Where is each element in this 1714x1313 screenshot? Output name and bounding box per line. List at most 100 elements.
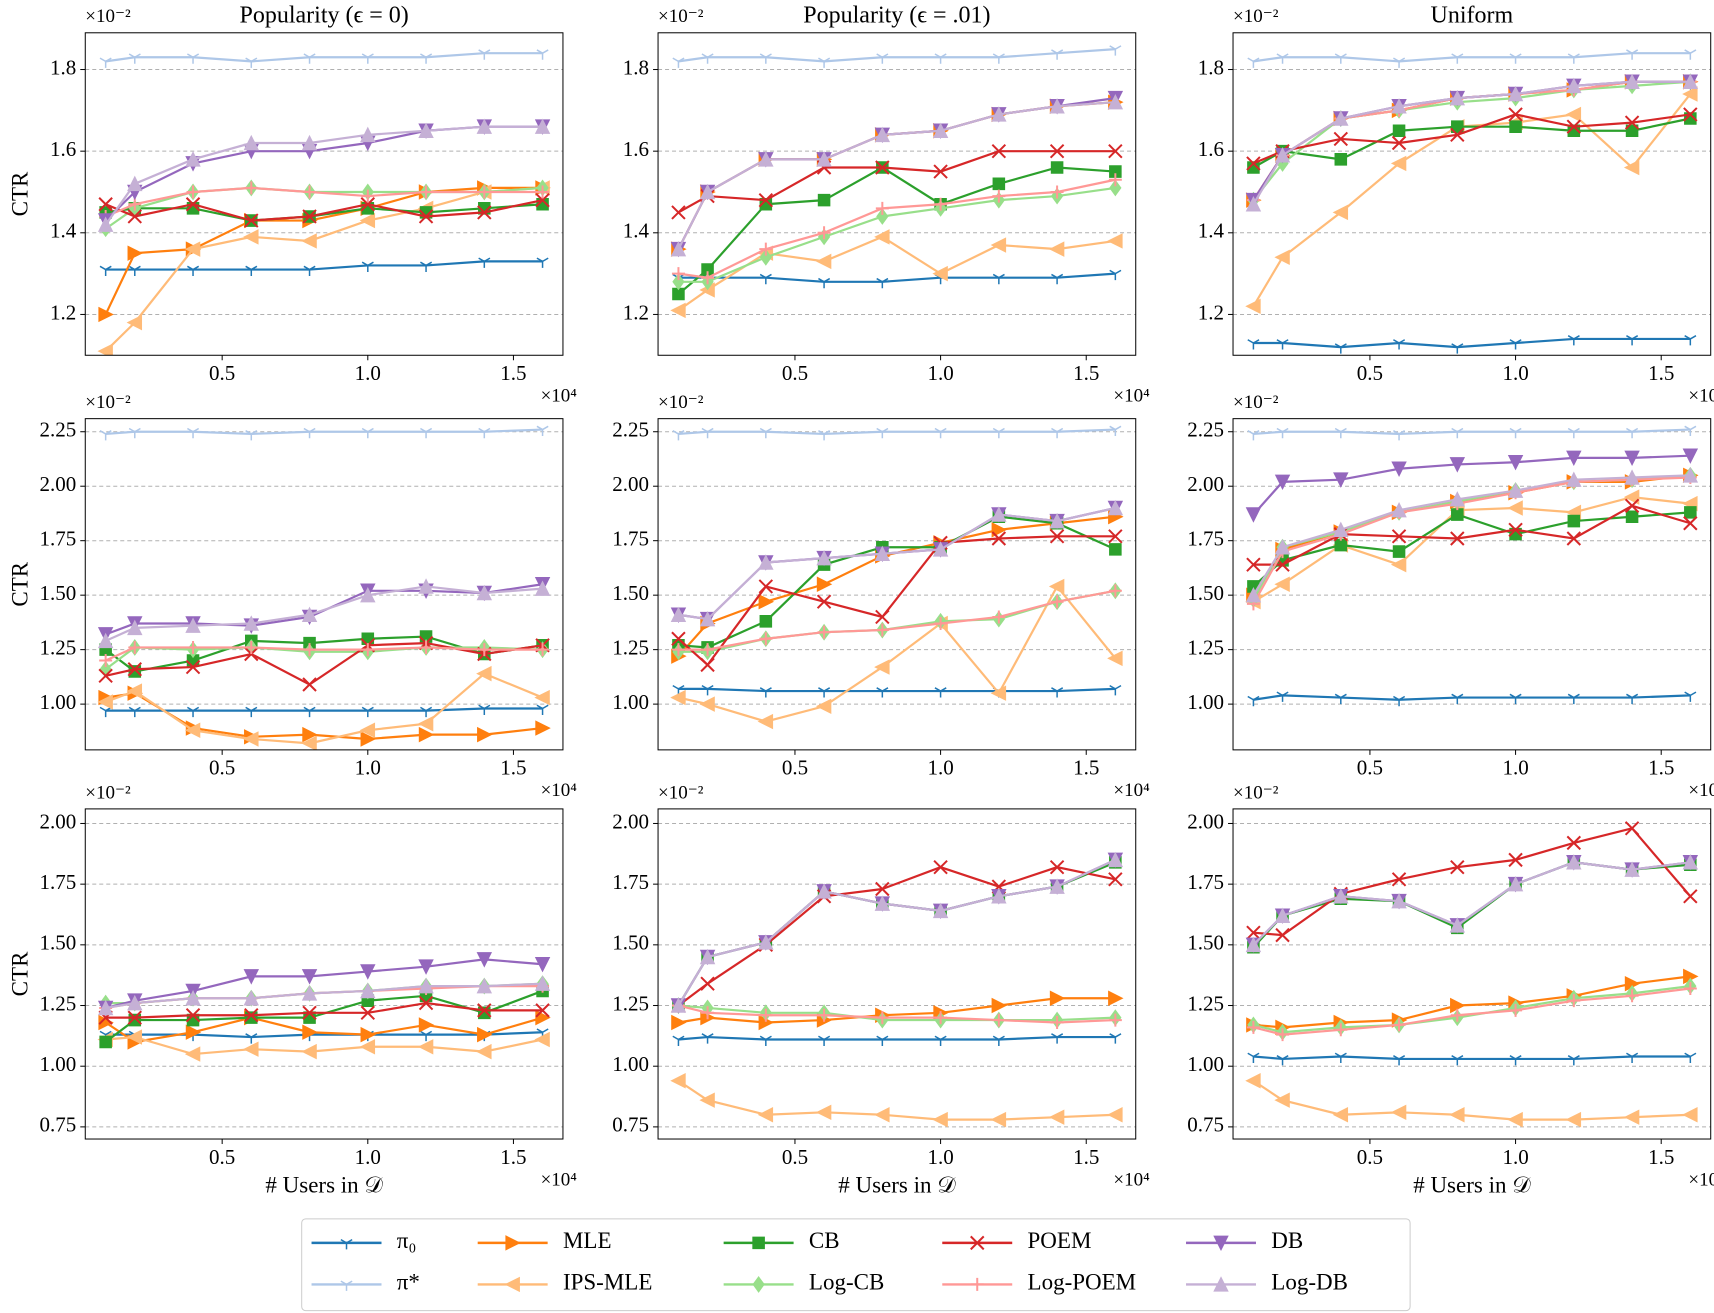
x-tick-label: 1.0 (1502, 756, 1528, 780)
y-tick-label: 1.00 (1187, 1052, 1224, 1076)
axes-frame (657, 32, 1137, 356)
marker (1566, 119, 1582, 134)
marker (990, 685, 1007, 701)
marker (1623, 1109, 1640, 1125)
y-tick-label: 1.4 (623, 219, 650, 243)
series-line (1253, 1055, 1691, 1061)
marker (875, 160, 890, 175)
marker (418, 122, 434, 139)
marker (818, 430, 831, 441)
marker (991, 888, 1007, 904)
marker (244, 213, 259, 228)
marker (992, 427, 1005, 439)
marker (1049, 512, 1065, 529)
marker (758, 934, 774, 950)
marker (301, 606, 318, 623)
x-axis-label: # Users in 𝒟 (838, 1172, 956, 1197)
marker (1247, 1052, 1260, 1063)
marker (1334, 343, 1347, 354)
marker (875, 1011, 889, 1025)
marker (759, 1035, 772, 1046)
marker (303, 265, 316, 277)
marker (243, 731, 259, 747)
marker (759, 53, 772, 64)
marker (818, 687, 831, 698)
marker (1275, 927, 1290, 943)
axes-frame (1232, 808, 1712, 1140)
series-line (1253, 428, 1691, 436)
y-tick-label: 1.50 (612, 931, 649, 955)
marker (478, 257, 491, 268)
series-line (1253, 987, 1691, 1036)
marker (876, 208, 889, 225)
y-tick-label: 2.25 (612, 418, 649, 442)
marker (1683, 516, 1698, 531)
marker (1451, 427, 1464, 439)
legend-label: POEM (1028, 1228, 1092, 1253)
marker (1108, 584, 1122, 598)
marker (1567, 994, 1581, 1008)
marker (1390, 556, 1407, 573)
marker (477, 643, 491, 657)
marker (99, 1035, 112, 1049)
series-line (1252, 861, 1691, 949)
marker (992, 1035, 1005, 1046)
y-offset-label: ×10⁻² (658, 392, 704, 413)
marker (1684, 1052, 1697, 1063)
marker (360, 586, 376, 603)
marker (1566, 835, 1582, 851)
marker (1624, 861, 1640, 877)
marker (361, 643, 375, 657)
marker (243, 134, 260, 151)
y-tick-label: 1.00 (612, 690, 649, 714)
marker (1108, 1013, 1122, 1027)
marker (1334, 427, 1347, 439)
x-offset-label: ×10⁴ (1688, 780, 1714, 801)
marker (1449, 917, 1466, 933)
marker (418, 977, 434, 994)
y-tick-label: 2.00 (612, 809, 649, 833)
marker (1684, 425, 1697, 437)
marker (244, 646, 259, 662)
marker (535, 192, 550, 208)
marker (759, 248, 772, 266)
marker (1391, 98, 1407, 114)
marker (670, 997, 687, 1013)
axes-frame (84, 32, 564, 356)
y-tick-label: 1.25 (1187, 991, 1224, 1015)
marker (876, 53, 889, 64)
marker (303, 53, 316, 64)
x-tick-label: 1.0 (1502, 361, 1528, 385)
marker (759, 427, 772, 439)
series-line (105, 985, 543, 1010)
marker (1449, 491, 1466, 507)
marker (128, 640, 142, 654)
marker (244, 640, 258, 654)
marker (701, 427, 714, 439)
marker (699, 183, 716, 200)
marker (818, 1035, 831, 1046)
marker (243, 969, 260, 985)
marker (1508, 522, 1523, 538)
marker (99, 265, 112, 277)
y-tick-label: 1.25 (1187, 635, 1224, 659)
x-tick-label: 1.0 (355, 361, 381, 385)
marker (243, 1041, 259, 1057)
marker (187, 53, 200, 64)
x-tick-label: 1.5 (500, 756, 526, 780)
marker (1274, 147, 1291, 163)
marker (99, 57, 112, 68)
marker (535, 1003, 550, 1018)
series-line (1253, 337, 1691, 349)
marker (933, 164, 948, 179)
marker (758, 593, 775, 610)
marker (245, 1033, 258, 1044)
y-offset-label: ×10⁻² (1233, 782, 1279, 803)
marker (1392, 545, 1406, 558)
marker (1247, 57, 1260, 68)
marker (1109, 269, 1122, 281)
marker (1276, 1055, 1289, 1066)
marker (418, 578, 434, 594)
marker (187, 427, 200, 439)
x-tick-label: 0.5 (209, 756, 235, 780)
